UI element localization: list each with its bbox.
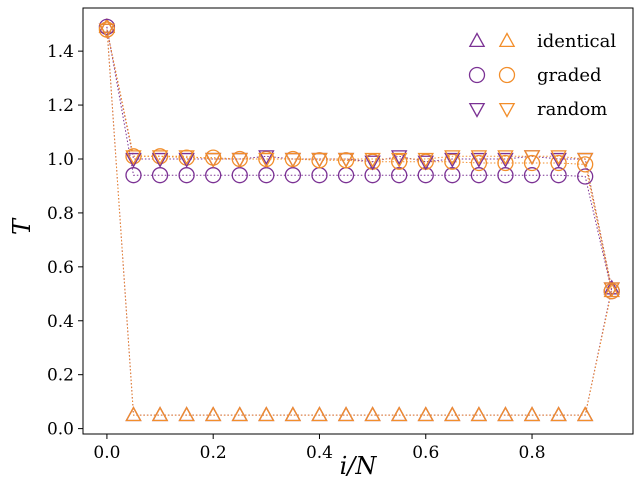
series-markers xyxy=(98,18,620,422)
series-1-point xyxy=(550,406,567,422)
y-tick-label: 0.0 xyxy=(47,420,74,440)
series-4-point xyxy=(178,152,195,168)
series-4-point xyxy=(417,155,434,171)
series-4-point xyxy=(125,152,142,168)
series-3-point xyxy=(550,154,567,172)
series-3-point xyxy=(205,149,222,166)
series-3-point xyxy=(470,154,488,172)
plot-frame xyxy=(82,7,634,435)
series-5-point xyxy=(231,152,248,168)
series-4-point xyxy=(258,150,275,166)
series-1-point xyxy=(390,406,408,422)
series-3-point xyxy=(178,149,195,166)
legend-triangle-down-orange-icon xyxy=(498,102,516,118)
series-5-point xyxy=(444,150,461,166)
series-5-point xyxy=(364,152,381,168)
series-4-point xyxy=(497,152,514,168)
series-3-point xyxy=(497,154,514,172)
legend-triangle-up-purple-icon xyxy=(468,32,486,48)
legend-label: identical xyxy=(537,31,616,52)
y-tick-label: 0.8 xyxy=(47,204,74,224)
series-1-point xyxy=(311,406,328,422)
series-5-point xyxy=(284,152,302,168)
series-5-point xyxy=(390,152,408,168)
series-5-point xyxy=(311,152,328,168)
series-0-point xyxy=(603,279,620,295)
x-tick-label: 0.0 xyxy=(93,443,120,463)
series-5-point xyxy=(125,150,142,166)
x-axis-label: i/N xyxy=(340,452,378,480)
series-5-point xyxy=(576,152,594,168)
series-4-point xyxy=(550,152,567,168)
series-5-point xyxy=(417,152,434,168)
series-4-point xyxy=(470,152,488,168)
series-5-point xyxy=(470,150,488,166)
y-axis-label: T xyxy=(8,217,36,235)
series-2-point xyxy=(523,167,541,184)
y-tick-label: 1.2 xyxy=(47,96,74,116)
legend-label: graded xyxy=(537,65,602,86)
series-1-point xyxy=(151,406,169,422)
x-tick-label: 0.8 xyxy=(519,443,546,463)
x-tick-label: 0.2 xyxy=(200,443,227,463)
series-3-point xyxy=(577,156,594,173)
series-1-point xyxy=(258,406,275,422)
series-1-point xyxy=(337,406,355,422)
series-1-point xyxy=(284,406,302,422)
y-tick-label: 0.2 xyxy=(47,366,74,386)
series-5-point xyxy=(151,150,169,166)
series-5-point xyxy=(204,152,222,168)
series-5-point xyxy=(497,150,514,166)
y-tick-label: 0.4 xyxy=(47,312,74,332)
y-tick-label: 1.0 xyxy=(47,150,74,170)
series-4-point xyxy=(444,152,461,168)
series-3-point xyxy=(337,152,355,169)
series-1-point xyxy=(125,406,142,422)
series-1-point xyxy=(204,406,222,422)
series-5-point xyxy=(98,23,116,39)
y-tick-label: 0.6 xyxy=(47,258,74,278)
series-5-point xyxy=(550,150,567,166)
series-5-point xyxy=(523,150,541,166)
series-3-point xyxy=(523,154,541,172)
series-1-point xyxy=(470,406,488,422)
x-tick-label: 0.6 xyxy=(412,443,439,463)
series-1-point xyxy=(231,406,248,422)
legend-circle-purple-icon xyxy=(468,66,486,84)
legend-triangle-down-purple-icon xyxy=(468,102,486,118)
series-1-point xyxy=(178,406,195,422)
series-5-point xyxy=(603,282,620,298)
axis-ticks: 0.0 0.2 0.4 0.6 0.8 0.0 0.2 0.4 0.6 0.8 1.0 1.2 1.4 xyxy=(47,42,546,463)
series-1-point xyxy=(444,406,461,422)
series-1-point xyxy=(576,406,594,422)
legend-circle-orange-icon xyxy=(498,66,516,84)
series-5-point xyxy=(178,150,195,166)
series-3-point xyxy=(311,152,328,169)
legend-triangle-up-orange-icon xyxy=(498,32,516,48)
legend: identical graded random xyxy=(468,31,616,120)
series-4-point xyxy=(151,152,169,168)
series-4-point xyxy=(364,155,381,171)
legend-label: random xyxy=(537,99,607,120)
series-2-point xyxy=(577,168,594,185)
series-5-point xyxy=(337,152,355,168)
series-5-point xyxy=(258,152,275,168)
series-1-point xyxy=(98,18,116,33)
series-1-point xyxy=(364,406,381,422)
series-1-point xyxy=(523,406,541,422)
series-1-point xyxy=(417,406,434,422)
x-tick-label: 0.4 xyxy=(306,443,333,463)
y-tick-label: 1.4 xyxy=(47,42,74,62)
series-4-point xyxy=(390,150,408,166)
series-1-point xyxy=(497,406,514,422)
